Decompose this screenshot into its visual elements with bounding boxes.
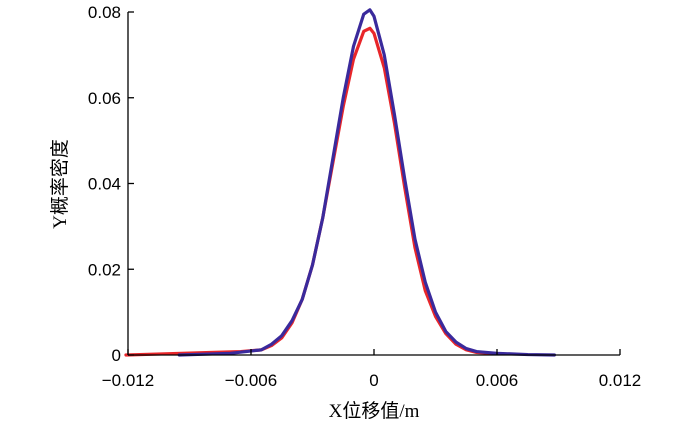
axes-layer <box>127 12 620 356</box>
x-axis-title: X位移值/m <box>329 400 420 422</box>
x-tick-label: 0 <box>369 371 378 390</box>
y-tick-label: 0 <box>112 346 121 365</box>
ticks-layer: −0.012 −0.006 0 0.006 0.012 0 0.02 0.04 0.06 0.08 <box>88 3 641 390</box>
series-layer <box>124 8 556 357</box>
y-tick-label: 0.08 <box>88 3 121 22</box>
x-tick-label: 0.006 <box>476 371 519 390</box>
y-axis-title: Y概率密度 <box>49 139 71 229</box>
series-line-red <box>124 26 499 357</box>
series-line-blue <box>177 8 556 357</box>
y-tick-label: 0.06 <box>88 89 121 108</box>
y-tick-label: 0.02 <box>88 260 121 279</box>
y-tick-label: 0.04 <box>88 175 121 194</box>
x-tick-label: −0.006 <box>225 371 277 390</box>
x-tick-label: 0.012 <box>599 371 642 390</box>
x-tick-label: −0.012 <box>102 371 154 390</box>
